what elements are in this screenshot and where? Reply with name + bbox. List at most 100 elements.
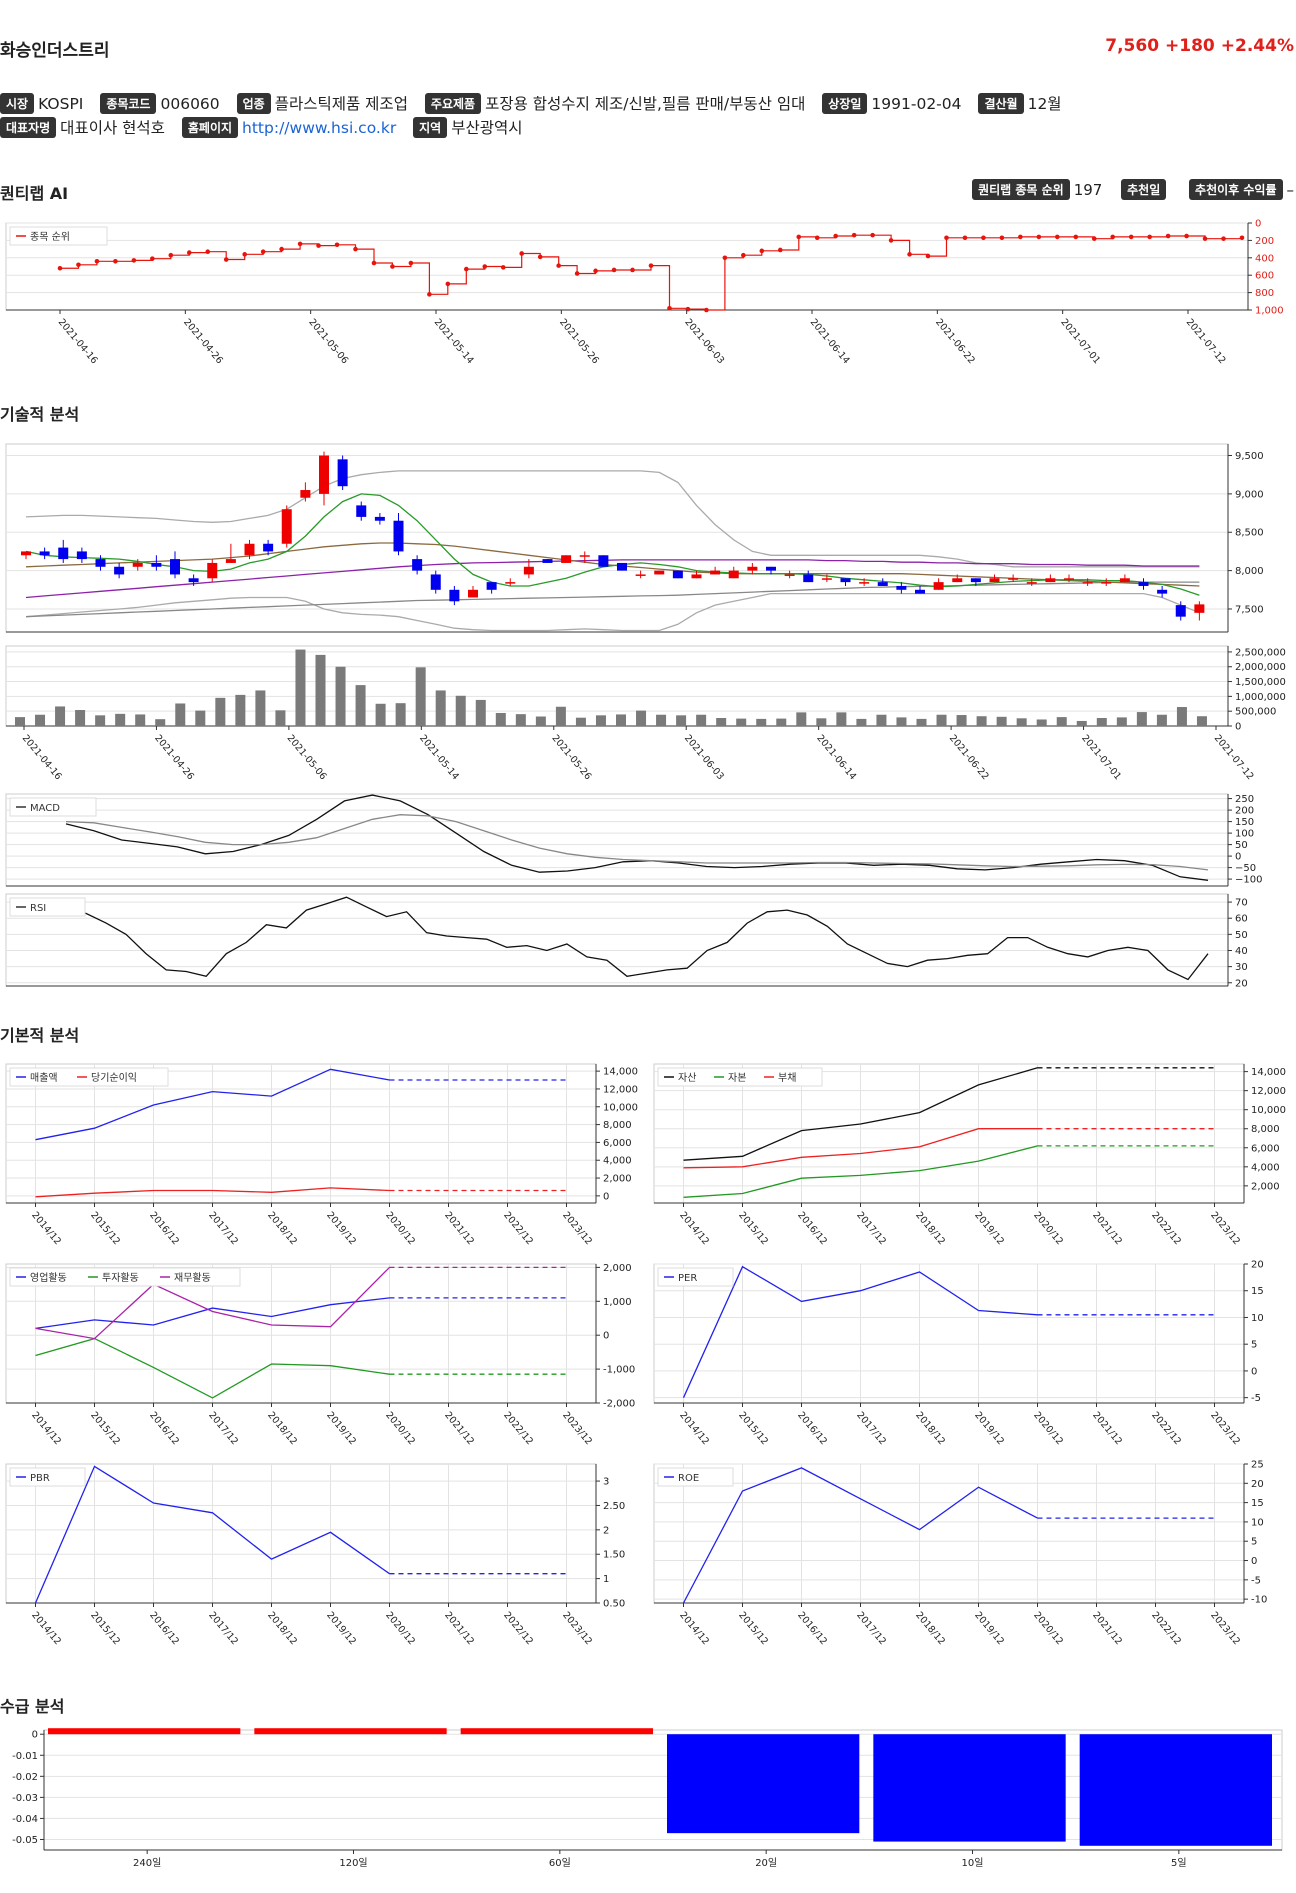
candle-body [132, 562, 143, 567]
supply-bar [48, 1728, 241, 1735]
volume-bar [636, 710, 647, 726]
x-tick-label: 2019/12 [972, 1210, 1006, 1247]
y-tick-label: 5 [1251, 1340, 1257, 1351]
y-tick-label: 6,000 [603, 1138, 632, 1149]
x-tick-label: 2014/12 [677, 1610, 711, 1647]
sales-profit-chart: 14,000 12,000 10,000 8,000 6,000 4,000 2,000 0 매… [5, 1063, 638, 1247]
x-tick-label: 2021/12 [442, 1610, 476, 1647]
rank-point [242, 252, 247, 257]
supply-bar [1079, 1734, 1272, 1846]
rank-point [1110, 234, 1116, 240]
series-line [682, 1265, 1038, 1398]
volume-bar [896, 717, 907, 726]
y-tick-label: -0.01 [12, 1751, 38, 1762]
rank-point [741, 252, 746, 258]
x-tick-label: 2023/12 [560, 1410, 594, 1447]
legend-box [9, 797, 97, 817]
x-tick-label: 2021-07-01 [1058, 317, 1102, 366]
candle-body [1119, 578, 1130, 583]
legend-box [9, 1467, 86, 1487]
homepage-link[interactable]: http://www.hsi.co.kr [242, 119, 397, 137]
rank-point [445, 281, 451, 287]
ma60-line [25, 559, 1200, 599]
rank-point [371, 260, 377, 266]
rank-line [60, 234, 1243, 311]
series-line [35, 1297, 390, 1330]
y-tick-label: 20 [1251, 1260, 1264, 1271]
series-line [35, 1068, 390, 1141]
legend-label: 자본 [728, 1072, 746, 1084]
volume-bar [796, 712, 807, 726]
stock-name: 화승인더스트리 [0, 41, 110, 61]
candle-body [207, 562, 218, 579]
x-tick-label: 2016/12 [795, 1210, 829, 1247]
volume-bar [656, 714, 667, 726]
candlestick-chart: 7,500 8,000 8,500 9,000 9,500 [5, 443, 1264, 633]
y-tick-label: 9,500 [1235, 451, 1264, 462]
volume-bar [756, 718, 767, 726]
candle-body [114, 566, 125, 575]
candle-body [523, 566, 534, 575]
rank-point [1184, 233, 1189, 239]
volume-bar [155, 719, 166, 726]
volume-bar [535, 716, 546, 726]
candle-body [300, 490, 311, 498]
rank-point [574, 271, 580, 276]
x-tick-label: 2021/12 [442, 1210, 476, 1247]
fiscal-value: 12월 [1027, 95, 1062, 113]
volume-bar [976, 716, 987, 726]
ma5-line [25, 493, 1200, 596]
rank-point [870, 232, 875, 238]
candle-body [579, 555, 590, 557]
legend-label: 매출액 [30, 1072, 58, 1084]
candle-body [505, 582, 516, 584]
rank-point [1202, 236, 1208, 241]
rank-point [113, 258, 118, 264]
ma120-line [25, 581, 1200, 618]
rank-point [186, 250, 192, 255]
candle-body [1101, 582, 1112, 584]
legend-box [9, 897, 86, 917]
y-tick-label: 1 [603, 1574, 609, 1585]
fund-section-title: 기본적 분석 [0, 1026, 80, 1045]
volume-bar [95, 715, 106, 726]
x-tick-label: 2018/12 [913, 1410, 947, 1447]
x-tick-label: 120일 [339, 1857, 367, 1869]
rank-point [704, 307, 709, 313]
series-line [35, 1187, 390, 1198]
x-tick-label: 2017/12 [206, 1410, 240, 1447]
plot-frame [5, 793, 1229, 887]
x-tick-label: 2017/12 [854, 1610, 888, 1647]
volume-bar [595, 715, 606, 726]
x-tick-label: 2018/12 [265, 1210, 299, 1247]
legend-label: RSI [30, 903, 46, 914]
volume-bar [555, 706, 566, 726]
series-line [34, 1465, 390, 1604]
legend-label: 자산 [678, 1072, 696, 1084]
y-tick-label: 1,000 [1255, 306, 1284, 317]
x-tick-label: 2021-07-12 [1212, 733, 1256, 782]
rank-point [925, 253, 931, 259]
candle-body [393, 520, 404, 552]
x-tick-label: 2021-05-14 [417, 733, 461, 782]
rank-point [316, 243, 321, 248]
rank-point [1165, 233, 1171, 239]
legend-box [657, 1467, 734, 1487]
x-tick-label: 2019/12 [324, 1610, 358, 1647]
rank-point [76, 262, 81, 268]
y-tick-label: 10 [1251, 1313, 1264, 1324]
y-tick-label: 8,000 [603, 1120, 632, 1131]
x-tick-label: 2016/12 [795, 1410, 829, 1447]
x-tick-label: 2022/12 [501, 1210, 535, 1247]
candle-body [468, 589, 478, 598]
y-tick-label: -0.03 [12, 1793, 38, 1804]
volume-bar [215, 697, 226, 726]
rank-point [1221, 236, 1226, 241]
candle-body [263, 543, 274, 552]
x-tick-label: 2014/12 [29, 1210, 63, 1247]
y-tick-label: 1.50 [603, 1550, 625, 1561]
x-tick-label: 2015/12 [736, 1210, 770, 1247]
candle-body [896, 585, 907, 590]
rec-date-tag: 추천일 [1121, 179, 1167, 200]
